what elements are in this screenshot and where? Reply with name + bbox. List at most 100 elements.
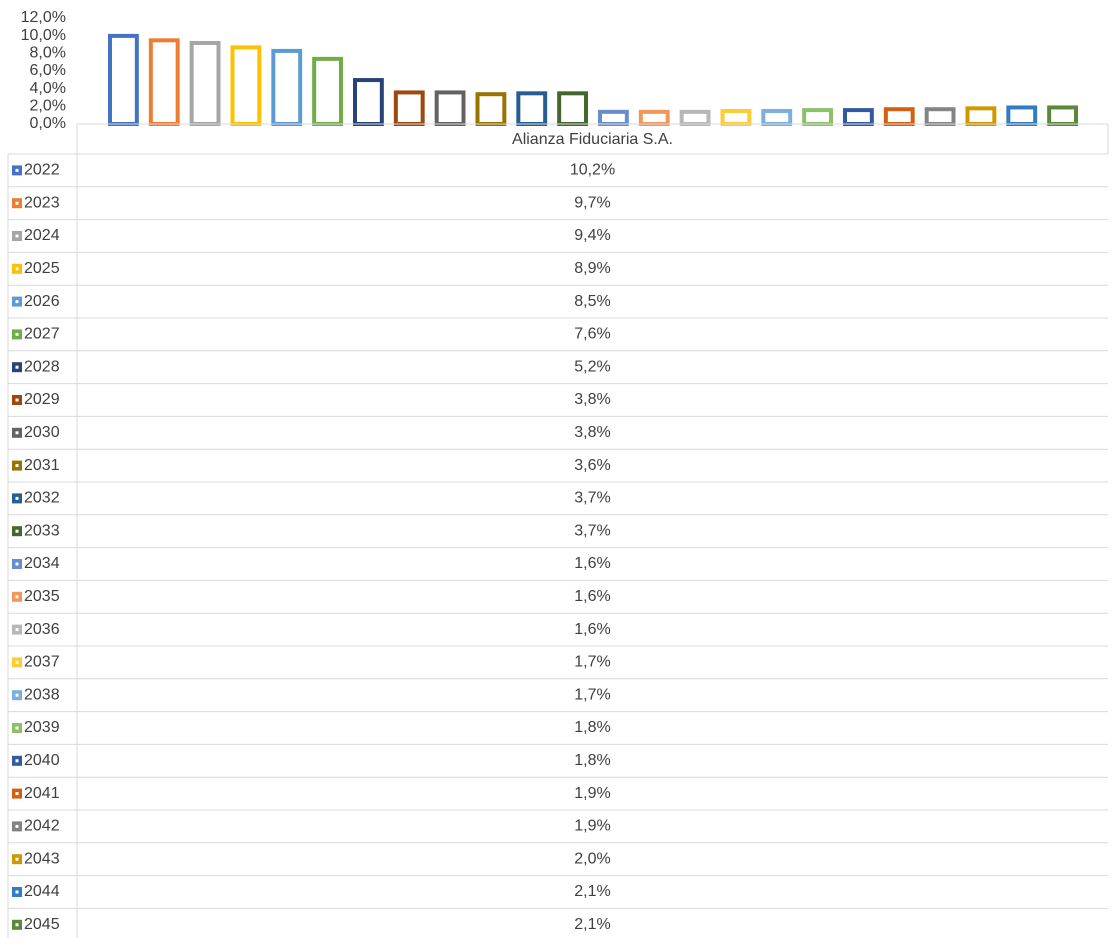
series-name: 2043 bbox=[24, 850, 60, 867]
y-tick-label: 6,0% bbox=[30, 62, 66, 79]
series-name: 2038 bbox=[24, 686, 60, 703]
series-name: 2025 bbox=[24, 260, 60, 277]
bar bbox=[965, 106, 997, 127]
legend-key-dot bbox=[15, 332, 19, 336]
bar bbox=[189, 40, 221, 126]
series-name: 2036 bbox=[24, 621, 60, 638]
value-label: 2,1% bbox=[574, 916, 610, 933]
bar bbox=[271, 48, 303, 127]
series-name: 2022 bbox=[24, 162, 60, 179]
legend-key-dot bbox=[15, 398, 19, 402]
value-label: 1,6% bbox=[574, 621, 610, 638]
legend-key-dot bbox=[15, 464, 19, 468]
bar bbox=[230, 45, 262, 127]
legend-key-dot bbox=[15, 693, 19, 697]
series-name: 2044 bbox=[24, 883, 60, 900]
bar bbox=[353, 78, 384, 126]
series-name: 2027 bbox=[24, 326, 60, 343]
bar bbox=[679, 109, 711, 127]
y-tick-label: 0,0% bbox=[30, 115, 66, 132]
series-name: 2035 bbox=[24, 588, 60, 605]
bar bbox=[761, 108, 793, 126]
series-name: 2041 bbox=[24, 785, 60, 802]
legend-key-dot bbox=[15, 234, 19, 238]
value-label: 3,7% bbox=[574, 490, 610, 507]
series-name: 2028 bbox=[24, 358, 60, 375]
series-name: 2023 bbox=[24, 194, 60, 211]
series-name: 2030 bbox=[24, 424, 60, 441]
legend-key-dot bbox=[15, 857, 19, 861]
bar bbox=[516, 91, 548, 126]
bar bbox=[638, 109, 670, 127]
series-name: 2042 bbox=[24, 818, 60, 835]
series-name: 2024 bbox=[24, 227, 60, 244]
legend-key-dot bbox=[15, 726, 19, 730]
value-label: 5,2% bbox=[574, 358, 610, 375]
value-label: 8,5% bbox=[574, 293, 610, 310]
legend-key-dot bbox=[15, 660, 19, 664]
legend-key-dot bbox=[15, 824, 19, 828]
legend-key-dot bbox=[15, 759, 19, 763]
legend-key-dot bbox=[15, 595, 19, 599]
y-tick-label: 12,0% bbox=[21, 9, 66, 26]
value-label: 10,2% bbox=[570, 162, 615, 179]
legend-key-dot bbox=[15, 365, 19, 369]
value-label: 3,6% bbox=[574, 457, 610, 474]
bar bbox=[598, 109, 629, 127]
series-name: 2031 bbox=[24, 457, 60, 474]
value-label: 1,6% bbox=[574, 555, 610, 572]
legend-key-dot bbox=[15, 267, 19, 271]
bar bbox=[883, 107, 915, 126]
series-name: 2040 bbox=[24, 752, 60, 769]
series-name: 2029 bbox=[24, 391, 60, 408]
value-label: 1,6% bbox=[574, 588, 610, 605]
bar bbox=[924, 107, 956, 126]
bar bbox=[720, 108, 752, 126]
legend-key-dot bbox=[15, 431, 19, 435]
value-label: 1,9% bbox=[574, 818, 610, 835]
legend-key-dot bbox=[15, 562, 19, 566]
series-name: 2045 bbox=[24, 916, 60, 933]
series-name: 2039 bbox=[24, 719, 60, 736]
value-label: 1,8% bbox=[574, 719, 610, 736]
bar bbox=[802, 108, 834, 126]
table-header: Alianza Fiduciaria S.A. bbox=[512, 131, 673, 148]
y-tick-label: 2,0% bbox=[30, 98, 66, 115]
value-label: 1,8% bbox=[574, 752, 610, 769]
y-tick-label: 10,0% bbox=[21, 27, 66, 44]
value-label: 7,6% bbox=[574, 326, 610, 343]
bar bbox=[108, 33, 139, 126]
value-label: 1,9% bbox=[574, 785, 610, 802]
legend-key-dot bbox=[15, 890, 19, 894]
value-label: 1,7% bbox=[574, 654, 610, 671]
legend-key-dot bbox=[15, 168, 19, 172]
bar bbox=[843, 108, 874, 126]
value-label: 3,8% bbox=[574, 391, 610, 408]
bar bbox=[312, 56, 343, 126]
series-name: 2026 bbox=[24, 293, 60, 310]
value-label: 2,1% bbox=[574, 883, 610, 900]
series-name: 2034 bbox=[24, 555, 60, 572]
series-name: 2032 bbox=[24, 490, 60, 507]
value-label: 1,7% bbox=[574, 686, 610, 703]
bar bbox=[434, 90, 466, 126]
legend-key-dot bbox=[15, 923, 19, 927]
bar bbox=[475, 92, 507, 126]
value-label: 2,0% bbox=[574, 850, 610, 867]
legend-key-dot bbox=[15, 201, 19, 205]
value-label: 3,7% bbox=[574, 522, 610, 539]
value-label: 9,4% bbox=[574, 227, 610, 244]
bar bbox=[1047, 105, 1078, 126]
legend-key-dot bbox=[15, 628, 19, 632]
bar bbox=[557, 91, 589, 126]
legend-key-dot bbox=[15, 496, 19, 500]
value-label: 3,8% bbox=[574, 424, 610, 441]
value-label: 9,7% bbox=[574, 194, 610, 211]
y-tick-label: 4,0% bbox=[30, 80, 66, 97]
bar bbox=[1006, 105, 1038, 126]
bar bbox=[148, 38, 180, 126]
bar bbox=[393, 90, 425, 126]
series-name: 2033 bbox=[24, 522, 60, 539]
value-label: 8,9% bbox=[574, 260, 610, 277]
